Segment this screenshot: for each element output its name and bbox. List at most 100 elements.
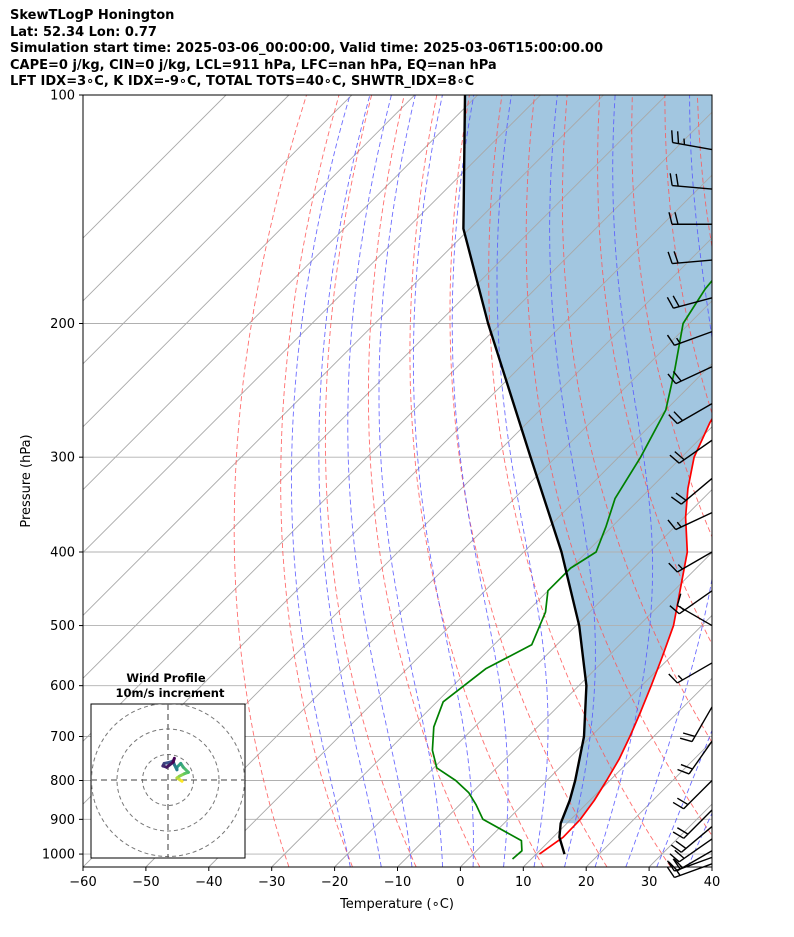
isotherm (83, 95, 541, 554)
y-tick-label: 700 (50, 730, 75, 745)
barb-staff (678, 439, 713, 464)
y-axis: 100 200 300 400 500 600 700 800 900 1000 (42, 89, 83, 863)
moist-adiabat (318, 95, 382, 867)
barb-flag (675, 492, 687, 501)
y-tick-label: 200 (50, 317, 75, 332)
x-tick-label: 10 (515, 875, 532, 890)
dry-adiabat (409, 95, 544, 867)
isotherm (83, 95, 478, 491)
barb-flag (677, 564, 684, 570)
barb-flag (679, 605, 685, 611)
wind-barb (669, 439, 713, 464)
y-tick-label: 100 (50, 89, 75, 104)
cape-shading (463, 95, 712, 824)
x-tick-label: −50 (132, 875, 159, 890)
barb-flag (675, 173, 679, 187)
isotherm (83, 95, 290, 302)
dry-adiabat (233, 95, 307, 867)
isotherm (460, 614, 712, 867)
moist-adiabat (496, 95, 549, 867)
chart-header: SkewTLogP Honington Lat: 52.34 Lon: 0.77… (10, 8, 790, 91)
barb-flag (676, 521, 682, 528)
isotherm (711, 866, 712, 867)
barb-flag (666, 297, 674, 309)
moist-adiabat (451, 95, 509, 867)
isotherm (775, 95, 794, 867)
barb-staff (672, 141, 713, 151)
y-tick-label: 900 (50, 813, 75, 828)
wind-barb (669, 173, 713, 190)
barb-flag (676, 827, 689, 835)
y-axis-label: Pressure (hPa) (19, 434, 34, 527)
dry-adiabat (324, 95, 417, 867)
moist-adiabat (719, 95, 794, 867)
dry-adiabat (367, 95, 481, 867)
wind-barb (668, 402, 713, 425)
barb-flag (674, 212, 679, 225)
wind-barb (667, 251, 713, 265)
barb-flag (669, 853, 680, 863)
hodograph-segment (171, 756, 176, 764)
barb-flag (680, 763, 693, 770)
wind-barb (667, 512, 713, 531)
barb-staff (683, 809, 713, 839)
x-tick-label: 20 (578, 875, 595, 890)
dry-adiabat (525, 95, 712, 837)
wind-barb (669, 838, 713, 863)
dry-adiabat (449, 95, 608, 867)
dewpoint-line (431, 279, 712, 860)
barb-flag (677, 674, 684, 681)
moist-adiabat (549, 95, 596, 867)
barb-staff (691, 706, 713, 742)
hodograph-subtitle: 10m/s increment (116, 686, 225, 700)
barb-flag (669, 454, 680, 464)
barb-flag (674, 451, 685, 461)
barb-flag (676, 337, 681, 344)
isotherm (83, 95, 227, 239)
barb-flag (676, 593, 682, 606)
moist-adiabat (378, 95, 444, 867)
barb-flag (668, 861, 678, 872)
x-tick-label: −10 (384, 875, 411, 890)
hodograph-inset: Wind Profile 10m/s increment (90, 671, 246, 859)
barb-flag (675, 840, 687, 850)
y-tick-label: 300 (50, 451, 75, 466)
stability-indices-1: CAPE=0 j/kg, CIN=0 j/kg, LCL=911 hPa, LF… (10, 57, 497, 73)
barb-staff (677, 551, 713, 573)
barb-flag (669, 173, 673, 186)
wind-barb (672, 780, 713, 810)
wind-barb (669, 590, 713, 615)
dry-adiabat (730, 95, 794, 867)
wind-barb (672, 809, 713, 839)
barb-staff (672, 184, 713, 190)
hodograph-title: Wind Profile (126, 671, 206, 685)
barb-flag (668, 673, 678, 684)
wind-barb (670, 477, 713, 505)
barb-flag (672, 831, 685, 839)
temperature-line (538, 417, 712, 855)
barb-flag (670, 844, 682, 853)
barb-staff (677, 662, 713, 684)
barb-flag (669, 605, 680, 615)
moist-adiabat (291, 95, 351, 867)
barb-flag (673, 251, 679, 264)
barb-staff (675, 512, 713, 531)
barb-flag (674, 849, 685, 859)
barb-staff (688, 740, 713, 775)
barb-flag (667, 251, 673, 264)
barb-staff (678, 590, 713, 615)
isotherm (83, 95, 353, 365)
barb-flag (682, 732, 696, 738)
barb-flag (668, 414, 678, 425)
isotherm (145, 300, 712, 867)
wind-barb (666, 863, 713, 879)
isotherm (83, 95, 604, 617)
moist-adiabat (412, 95, 474, 867)
wind-barb (671, 130, 713, 151)
barb-staff (675, 366, 713, 385)
parcel-line (462, 95, 588, 855)
wind-barb (668, 662, 713, 684)
isotherm (83, 111, 712, 742)
wind-barbs (666, 130, 713, 879)
wind-barb (670, 826, 713, 853)
